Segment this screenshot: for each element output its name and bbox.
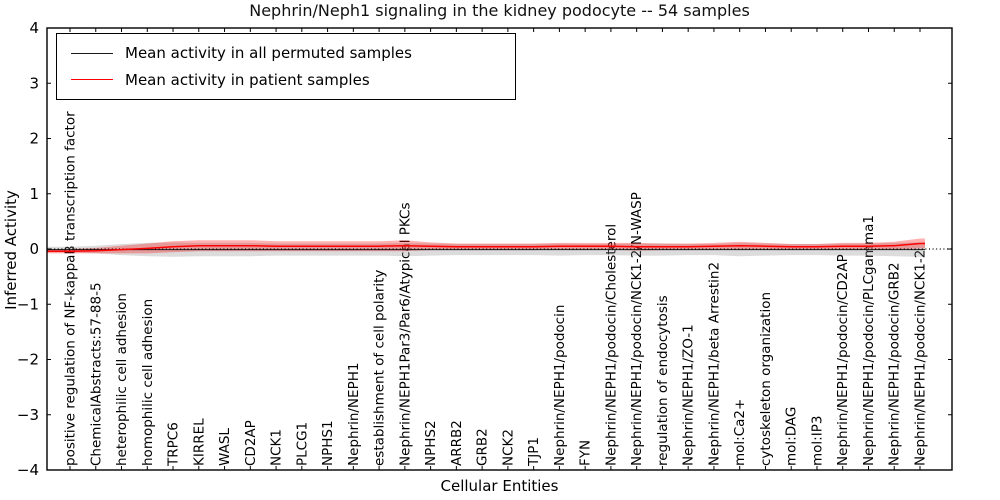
x-tick-label: regulation of endocytosis <box>655 295 671 466</box>
x-tick-label: ChemicalAbstracts:57-88-5 <box>88 282 104 466</box>
x-tick-label: cytoskeleton organization <box>758 292 774 466</box>
x-tick-label: Nephrin/NEPH1/podocin <box>552 305 568 466</box>
x-axis-title: Cellular Entities <box>440 477 559 495</box>
y-tick-label: 0 <box>29 240 39 258</box>
y-tick-label: −1 <box>17 295 39 313</box>
x-tick-label: NCK2 <box>500 429 516 466</box>
x-tick-label: Nephrin/NEPH1/podocin/NCK1-2/N-WASP <box>629 192 645 466</box>
x-tick-label: Nephrin/NEPH1/podocin/PLCgamma1 <box>861 215 877 466</box>
x-tick-label: KIRREL <box>191 418 207 466</box>
x-tick-label: WASL <box>217 428 233 466</box>
legend-label-permuted: Mean activity in all permuted samples <box>125 44 412 63</box>
legend-label-patient: Mean activity in patient samples <box>125 70 370 89</box>
x-tick-label: TRPC6 <box>166 422 182 467</box>
y-tick-label: −4 <box>17 461 39 479</box>
x-tick-label: homophilic cell adhesion <box>140 299 156 466</box>
x-tick-label: TJP1 <box>526 437 542 467</box>
y-tick-label: 1 <box>29 185 39 203</box>
x-tick-label: Nephrin/NEPH1/podocin/NCK1-2 <box>913 250 929 466</box>
plot-frame <box>46 27 953 471</box>
x-tick-label: Nephrin/NEPH1/beta Arrestin2 <box>706 262 722 466</box>
patient-line-sample-icon <box>71 79 113 81</box>
x-tick-label: Nephrin/NEPH1/podocin/CD2AP <box>835 254 851 466</box>
x-tick-label: GRB2 <box>475 428 491 466</box>
legend-entry-patient: Mean activity in patient samples <box>57 71 515 89</box>
x-tick-label: establishment of cell polarity <box>372 270 388 466</box>
x-tick-label: NCK1 <box>269 429 285 466</box>
x-tick-label: mol:DAG <box>784 407 800 466</box>
chart-title: Nephrin/Neph1 signaling in the kidney po… <box>249 1 750 20</box>
x-tick-label: positive regulation of NF-kappaB transcr… <box>63 111 79 466</box>
x-tick-label: PLCG1 <box>294 422 310 466</box>
x-tick-label: NPHS2 <box>423 420 439 466</box>
x-tick-label: mol:Ca2+ <box>732 399 748 466</box>
y-tick-label: −2 <box>17 351 39 369</box>
x-tick-label: ARRB2 <box>449 420 465 466</box>
y-tick-label: 2 <box>29 130 39 148</box>
y-tick-label: 3 <box>29 74 39 92</box>
x-tick-label: FYN <box>578 440 594 466</box>
patient-mean-line <box>47 242 925 252</box>
x-tick-label: NPHS1 <box>320 420 336 466</box>
x-tick-label: heterophilic cell adhesion <box>114 293 130 466</box>
legend: Mean activity in all permuted samples Me… <box>56 33 516 100</box>
x-tick-label: Nephrin/NEPH1 <box>346 363 362 466</box>
y-axis-title: Inferred Activity <box>2 190 20 310</box>
x-tick-label: Nephrin/NEPH1/podocin/Cholesterol <box>603 224 619 466</box>
x-tick-label: mol:IP3 <box>809 416 825 466</box>
x-tick-label: Nephrin/NEPH1/podocin/GRB2 <box>887 262 903 466</box>
x-tick-label: Nephrin/NEPH1/ZO-1 <box>681 324 697 466</box>
y-tick-label: 4 <box>29 19 39 37</box>
x-tick-label: CD2AP <box>243 420 259 466</box>
legend-entry-permuted: Mean activity in all permuted samples <box>57 44 515 62</box>
x-tick-label: Nephrin/NEPH1Par3/Par6/Atypical PKCs <box>397 203 413 467</box>
y-tick-label: −3 <box>17 406 39 424</box>
permuted-line-sample-icon <box>71 52 113 54</box>
